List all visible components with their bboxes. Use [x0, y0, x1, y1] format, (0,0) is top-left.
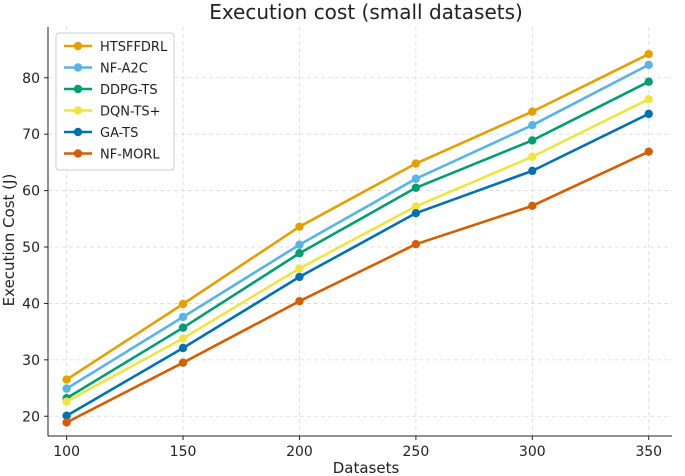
legend-label: NF-MORL	[100, 148, 160, 163]
series-line-ga-ts	[65, 112, 651, 417]
data-point-htsffdrl	[178, 299, 188, 309]
data-point-dqn-ts	[644, 95, 653, 104]
data-point-ga-ts	[644, 109, 653, 119]
data-point-ddpg-ts	[644, 77, 653, 86]
legend-item-ddpg-ts: DDPG-TS	[64, 83, 158, 98]
data-point-nf-a2c	[528, 120, 537, 130]
legend-swatch-marker	[73, 106, 83, 115]
data-point-htsffdrl	[62, 375, 71, 384]
data-point-ddpg-ts	[295, 249, 304, 258]
data-point-nf-morl	[411, 239, 421, 249]
legend-swatch-marker	[73, 84, 83, 94]
data-point-ddpg-ts	[178, 323, 188, 332]
data-point-dqn-ts	[411, 202, 421, 211]
data-point-nf-a2c	[62, 384, 71, 393]
data-point-ddpg-ts	[528, 136, 537, 145]
data-point-nf-morl	[528, 201, 537, 211]
series-lines	[62, 49, 653, 427]
data-point-nf-morl	[644, 147, 653, 156]
x-axis-title: Datasets	[333, 459, 400, 476]
x-tick-label: 300	[519, 444, 546, 460]
data-point-dqn-ts	[295, 264, 304, 273]
y-axis-title: Execution Cost (J)	[0, 174, 18, 307]
legend-swatch-marker	[73, 127, 83, 137]
legend-item-nf-morl: NF-MORL	[64, 148, 160, 163]
legend-label: DQN-TS+	[100, 105, 161, 120]
y-tick-label: 60	[22, 184, 40, 200]
legend-label: NF-A2C	[100, 62, 148, 77]
legend-label: GA-TS	[100, 126, 138, 141]
data-point-ga-ts	[178, 343, 188, 353]
series-ddpg-ts	[62, 77, 653, 403]
axes: 100 150 200 250 300 350 20 30 40 50 60 70 80	[22, 27, 672, 460]
series-line-nf-a2c	[65, 63, 651, 390]
legend-swatch-marker	[73, 63, 83, 72]
data-point-nf-morl	[295, 296, 304, 306]
data-point-ga-ts	[528, 166, 537, 176]
series-nf-a2c	[62, 60, 653, 393]
data-point-nf-morl	[178, 358, 188, 367]
legend-item-nf-a2c: NF-A2C	[64, 62, 148, 77]
data-point-dqn-ts	[178, 334, 188, 343]
data-point-nf-a2c	[178, 312, 188, 322]
data-point-ga-ts	[295, 272, 304, 282]
y-tick-label: 30	[22, 353, 40, 369]
x-tick-label: 250	[403, 444, 430, 460]
series-line-ddpg-ts	[65, 80, 651, 400]
legend: HTSFFDRL NF-A2C DDPG-TS DQN-TS+ GA-TS NF-MORL	[55, 32, 175, 171]
x-tick-label: 150	[170, 444, 197, 460]
legend-swatch-marker	[73, 41, 83, 51]
data-point-ga-ts	[62, 411, 71, 420]
y-tick-label: 50	[22, 240, 40, 256]
data-point-htsffdrl	[295, 222, 304, 231]
legend-label: HTSFFDRL	[100, 40, 168, 55]
data-point-nf-a2c	[411, 174, 421, 183]
series-htsffdrl	[62, 49, 653, 384]
data-point-htsffdrl	[411, 159, 421, 168]
legend-item-ga-ts: GA-TS	[64, 126, 138, 141]
series-line-dqn-ts	[65, 97, 651, 403]
series-ga-ts	[62, 109, 653, 420]
y-tick-label: 20	[22, 409, 40, 425]
data-point-nf-morl	[62, 418, 71, 427]
data-point-dqn-ts	[528, 152, 537, 161]
series-line-htsffdrl	[65, 52, 651, 381]
legend-item-dqn-ts: DQN-TS+	[64, 105, 161, 120]
legend-label: DDPG-TS	[100, 83, 158, 98]
legend-swatch-marker	[73, 149, 83, 158]
series-line-nf-morl	[65, 150, 651, 424]
x-tick-label: 350	[635, 444, 662, 460]
data-point-nf-a2c	[644, 60, 653, 69]
y-tick-label: 70	[22, 127, 40, 143]
data-point-dqn-ts	[62, 397, 71, 406]
data-point-ga-ts	[411, 208, 421, 218]
data-point-htsffdrl	[528, 107, 537, 116]
series-nf-morl	[62, 147, 653, 427]
data-point-ddpg-ts	[411, 183, 421, 192]
x-tick-label: 100	[53, 444, 80, 460]
data-point-htsffdrl	[644, 49, 653, 59]
series-dqn-ts	[62, 95, 653, 406]
x-tick-label: 200	[286, 444, 313, 460]
data-point-nf-a2c	[295, 240, 304, 249]
legend-item-htsffdrl: HTSFFDRL	[64, 40, 168, 55]
y-tick-label: 40	[22, 296, 40, 312]
chart-title: Execution cost (small datasets)	[209, 0, 523, 24]
y-tick-label: 80	[22, 71, 40, 87]
